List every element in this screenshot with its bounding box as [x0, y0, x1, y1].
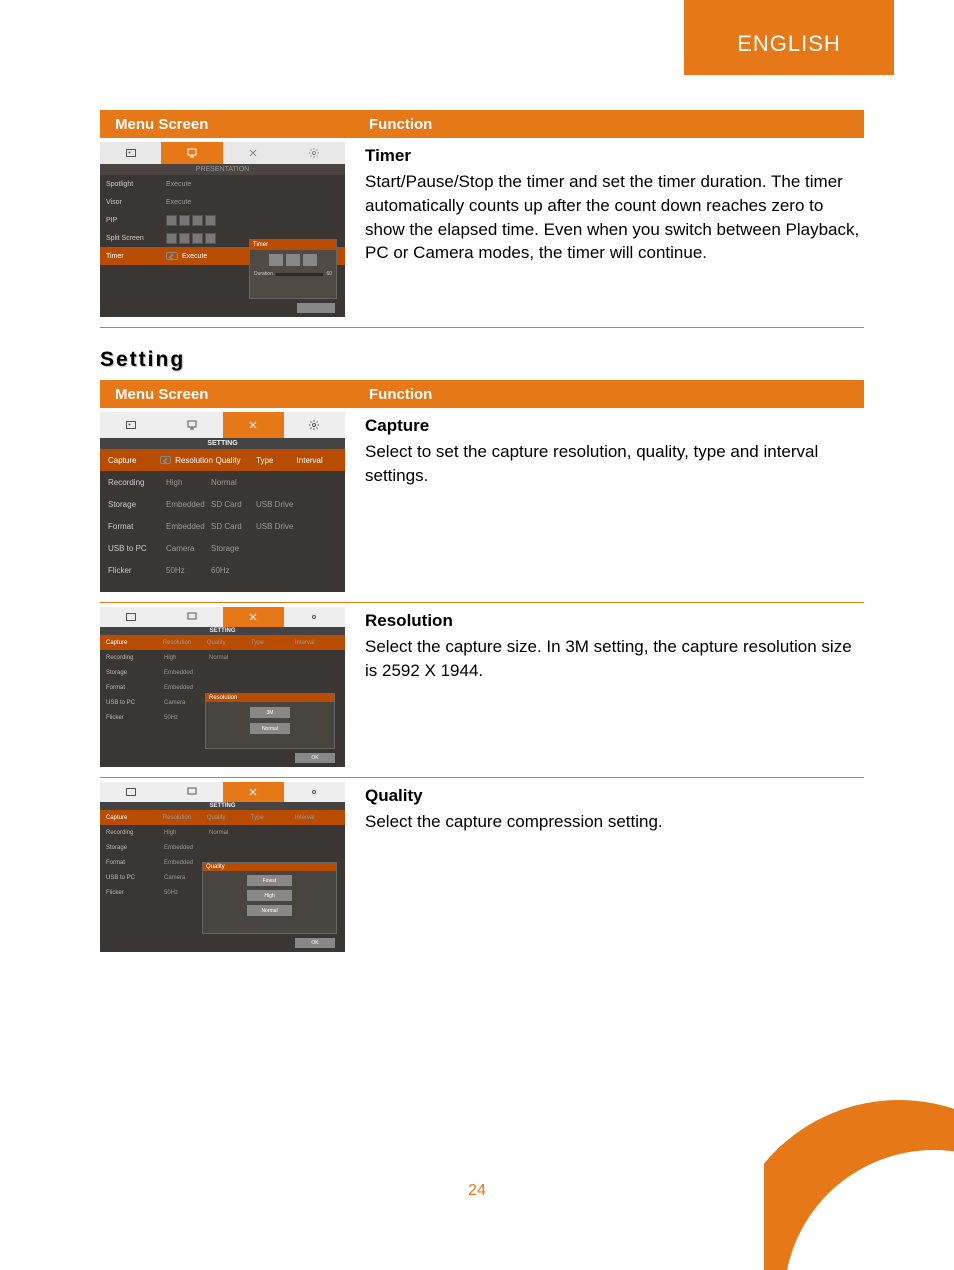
timer-description: Start/Pause/Stop the timer and set the t… — [365, 170, 864, 265]
row-timer: PRESENTATION SpotlightExecute VisorExecu… — [100, 138, 864, 328]
timer-stop-icon — [303, 254, 317, 266]
quality-ok-button: OK — [295, 938, 335, 948]
quality-popup-header: Quality — [203, 863, 336, 871]
resolution-popup-header: Resolution — [206, 694, 334, 702]
mrow-pip: PIP — [100, 211, 345, 229]
table1-header: Menu Screen Function — [100, 110, 864, 138]
tab2-image-icon — [100, 412, 161, 438]
tab2-gear-icon — [284, 412, 345, 438]
resolution-description: Select the capture size. In 3M setting, … — [365, 635, 864, 683]
tab-label-presentation: PRESENTATION — [100, 164, 345, 175]
tab-presentation-icon — [161, 142, 222, 164]
srow-flicker: Flicker50Hz60Hz — [100, 559, 345, 581]
srow3-capture: CaptureResolutionQualityTypeInterval — [100, 635, 345, 650]
page-number: 24 — [468, 1182, 486, 1200]
enter-icon — [160, 456, 171, 464]
resolution-opt-normal: Normal — [250, 723, 290, 734]
tab4-presentation-icon — [161, 782, 222, 802]
srow4-storage: StorageEmbedded — [100, 840, 345, 855]
tab2-tools-icon — [223, 412, 284, 438]
mrow-spotlight: SpotlightExecute — [100, 175, 345, 193]
tab3-gear-icon — [284, 607, 345, 627]
tab2-label: SETTING — [100, 438, 345, 449]
corner-decoration — [764, 1080, 954, 1270]
table2-header: Menu Screen Function — [100, 380, 864, 408]
tab4-tools-icon — [223, 782, 284, 802]
screenshot-timer: PRESENTATION SpotlightExecute VisorExecu… — [100, 142, 345, 317]
srow-format: FormatEmbeddedSD CardUSB Drive — [100, 515, 345, 537]
tab4-image-icon — [100, 782, 161, 802]
enter-icon — [166, 252, 178, 260]
srow-recording: RecordingHighNormal — [100, 471, 345, 493]
row-capture: SETTING CaptureResolutionQualityTypeInte… — [100, 408, 864, 603]
timer-duration-slider — [276, 273, 324, 276]
srow-usb: USB to PCCameraStorage — [100, 537, 345, 559]
srow3-recording: RecordingHighNormal — [100, 650, 345, 665]
tab3-presentation-icon — [161, 607, 222, 627]
timer-duration-label: Duration — [254, 271, 273, 277]
tab2-presentation-icon — [161, 412, 222, 438]
resolution-popup: Resolution 3M Normal — [205, 693, 335, 749]
row-quality: SETTING CaptureResolutionQualityTypeInte… — [100, 778, 864, 962]
timer-play-icon — [269, 254, 283, 266]
mrow-visor: VisorExecute — [100, 193, 345, 211]
timer-popup-header: Timer — [250, 240, 336, 250]
tab-tools-icon — [223, 142, 284, 164]
quality-title: Quality — [365, 786, 864, 806]
screenshot-quality: SETTING CaptureResolutionQualityTypeInte… — [100, 782, 345, 952]
quality-description: Select the capture compression setting. — [365, 810, 864, 834]
srow-storage: StorageEmbeddedSD CardUSB Drive — [100, 493, 345, 515]
setting-heading: Setting — [100, 348, 864, 372]
tab4-gear-icon — [284, 782, 345, 802]
quality-opt-finest: Finest — [247, 875, 292, 886]
quality-popup: Quality Finest High Normal — [202, 862, 337, 934]
timer-ok-button — [297, 303, 335, 313]
tab-image-icon — [100, 142, 161, 164]
timer-title: Timer — [365, 146, 864, 166]
header2-menu-screen: Menu Screen — [100, 386, 365, 403]
page-content: Menu Screen Function PRESENTATION Spotli… — [0, 0, 954, 962]
tab3-label: SETTING — [100, 627, 345, 635]
capture-description: Select to set the capture resolution, qu… — [365, 440, 864, 488]
resolution-title: Resolution — [365, 611, 864, 631]
tab3-tools-icon — [223, 607, 284, 627]
srow3-storage: StorageEmbedded — [100, 665, 345, 680]
timer-popup: Timer Duration 60 — [249, 239, 337, 299]
srow-capture: CaptureResolutionQualityTypeInterval — [100, 449, 345, 471]
tab-gear-icon — [284, 142, 345, 164]
header-function: Function — [365, 116, 432, 133]
timer-pause-icon — [286, 254, 300, 266]
screenshot-capture: SETTING CaptureResolutionQualityTypeInte… — [100, 412, 345, 592]
resolution-ok-button: OK — [295, 753, 335, 763]
header-menu-screen: Menu Screen — [100, 116, 365, 133]
tab3-image-icon — [100, 607, 161, 627]
screenshot-resolution: SETTING CaptureResolutionQualityTypeInte… — [100, 607, 345, 767]
quality-opt-normal: Normal — [247, 905, 292, 916]
language-tab: ENGLISH — [684, 0, 894, 75]
tab4-label: SETTING — [100, 802, 345, 810]
quality-opt-high: High — [247, 890, 292, 901]
srow4-recording: RecordingHighNormal — [100, 825, 345, 840]
row-resolution: SETTING CaptureResolutionQualityTypeInte… — [100, 603, 864, 778]
resolution-opt-3m: 3M — [250, 707, 290, 718]
header2-function: Function — [365, 386, 432, 403]
timer-duration-value: 60 — [326, 271, 332, 277]
capture-title: Capture — [365, 416, 864, 436]
srow4-capture: CaptureResolutionQualityTypeInterval — [100, 810, 345, 825]
